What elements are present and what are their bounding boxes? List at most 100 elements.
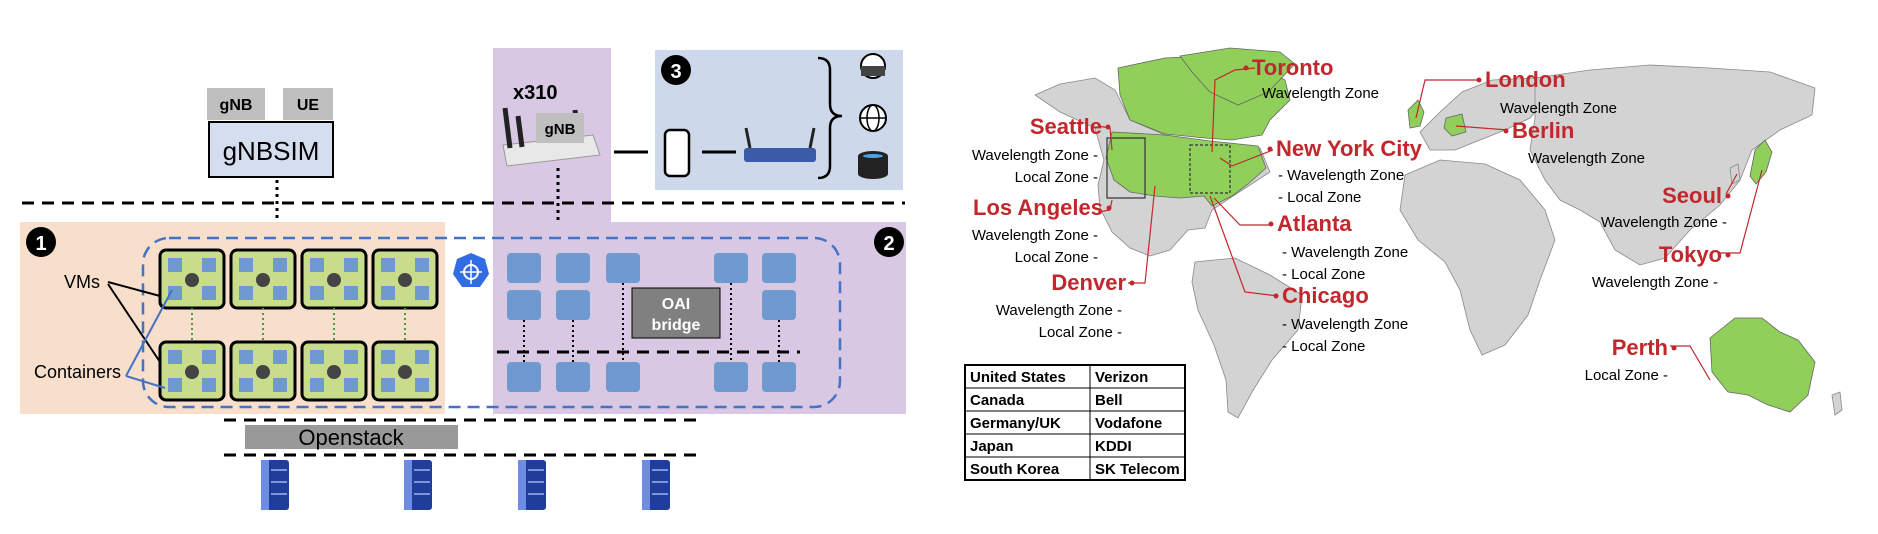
vm-container: [239, 350, 253, 364]
pod-logo: [327, 365, 341, 379]
vm-container: [310, 378, 324, 392]
land-australia-highlight: [1709, 317, 1816, 413]
vm-container: [239, 258, 253, 272]
city-label: Berlin: [1512, 118, 1574, 143]
carrier-country: Canada: [970, 392, 1025, 409]
vm-container: [415, 350, 429, 364]
gnbsim-title: gNBSIM: [223, 136, 320, 166]
zone-label: - Wavelength Zone: [1278, 167, 1404, 184]
gnbsim-gnb-tag-box: [207, 88, 265, 120]
vm-container: [415, 286, 429, 300]
vr-headset-icon: [860, 53, 886, 79]
usa-west-zoom-box: [1106, 137, 1146, 199]
land-uk-highlight: [1407, 99, 1425, 129]
vm-container: [239, 378, 253, 392]
vm-container: [381, 286, 395, 300]
zone-label: - Wavelength Zone: [1282, 244, 1408, 261]
network-function-container: [556, 290, 590, 320]
oai-bridge-line1: OAI: [662, 296, 690, 313]
radio-x310: x310 gNB: [502, 82, 648, 222]
server-row: [261, 460, 670, 510]
radio-model-label: x310: [513, 82, 558, 104]
network-function-container: [762, 362, 796, 392]
globe-icon: [859, 104, 887, 132]
city-label: Tokyo: [1659, 242, 1722, 267]
pod-logo: [398, 365, 412, 379]
zone-label: Wavelength Zone -: [1601, 214, 1727, 231]
zone-2-containers: [507, 253, 796, 392]
vm-container: [239, 286, 253, 300]
vm-container: [344, 258, 358, 272]
vm-container: [202, 286, 216, 300]
zone-label: - Local Zone: [1282, 266, 1365, 283]
land-korea: [1729, 163, 1741, 185]
zone-label: - Local Zone: [1282, 338, 1365, 355]
network-function-container: [507, 290, 541, 320]
server-icon: [404, 460, 432, 510]
city-marker: [1105, 124, 1111, 130]
vm-box: [300, 248, 368, 310]
oai-bridge-line2: bridge: [652, 317, 701, 334]
vm-container: [168, 350, 182, 364]
city-marker: [1503, 128, 1509, 134]
device-bracket: [817, 56, 843, 180]
city-marker: [1268, 221, 1274, 227]
vm-container: [344, 350, 358, 364]
kubernetes-icon: [453, 253, 489, 287]
land-germany-highlight: [1443, 113, 1467, 137]
land-new-zealand: [1831, 391, 1843, 416]
city-label: Seoul: [1662, 183, 1722, 208]
oai-bridge-box: [631, 287, 721, 339]
gnbsim-box: [208, 121, 334, 178]
network-function-container: [556, 253, 590, 283]
city-marker: [1273, 293, 1279, 299]
architecture-diagram: gNB UE gNBSIM x310 gNB: [20, 48, 906, 510]
vm-box: [300, 340, 368, 402]
city-marker: [1476, 77, 1482, 83]
zone-label: Local Zone -: [1015, 169, 1098, 186]
city-marker: [1267, 146, 1273, 152]
carrier-country: United States: [970, 369, 1066, 386]
vm-container: [381, 378, 395, 392]
pointer-arrows: [107, 281, 173, 389]
city-marker: [1725, 252, 1731, 258]
radio-antenna-2: [515, 115, 525, 148]
zone-label: Wavelength Zone -: [1592, 274, 1718, 291]
router-icon: [744, 148, 816, 162]
carrier-name: Vodafone: [1095, 415, 1162, 432]
city-marker: [1129, 280, 1135, 286]
network-function-container: [606, 253, 640, 283]
carrier-name: Bell: [1095, 392, 1123, 409]
openstack-label: Openstack: [298, 425, 404, 450]
vm-container: [415, 378, 429, 392]
pod-logo: [185, 365, 199, 379]
zone-label: Wavelength Zone: [1262, 85, 1379, 102]
land-greenland: [1179, 47, 1296, 106]
city-label: Perth: [1612, 335, 1668, 360]
carrier-country: South Korea: [970, 461, 1060, 478]
zone-label: Wavelength Zone -: [972, 147, 1098, 164]
vm-box: [158, 248, 226, 310]
zone-label: Wavelength Zone -: [996, 302, 1122, 319]
smart-speaker-icon: [858, 151, 888, 179]
city-label: Los Angeles: [973, 195, 1103, 220]
land-usa-highlight: [1105, 131, 1267, 207]
gnbsim-block: gNB UE gNBSIM: [207, 88, 334, 222]
gnbsim-gnb-tag: gNB: [220, 97, 253, 114]
pod-logo: [398, 273, 412, 287]
radio-antenna-1: [502, 107, 513, 149]
city-label: London: [1485, 67, 1566, 92]
world-map: Toronto Wavelength Zone London Wavelength Z…: [964, 47, 1850, 481]
network-function-container: [714, 253, 748, 283]
vm-grid: [158, 248, 439, 402]
city-marker: [1725, 193, 1731, 199]
land-japan-highlight: [1749, 139, 1773, 185]
network-function-container: [556, 362, 590, 392]
gnbsim-ue-tag-box: [283, 88, 333, 120]
vm-container: [168, 258, 182, 272]
server-icon: [261, 460, 289, 510]
vm-container: [381, 350, 395, 364]
vm-box: [229, 340, 297, 402]
vm-container: [310, 350, 324, 364]
router-antenna-right: [808, 127, 816, 149]
